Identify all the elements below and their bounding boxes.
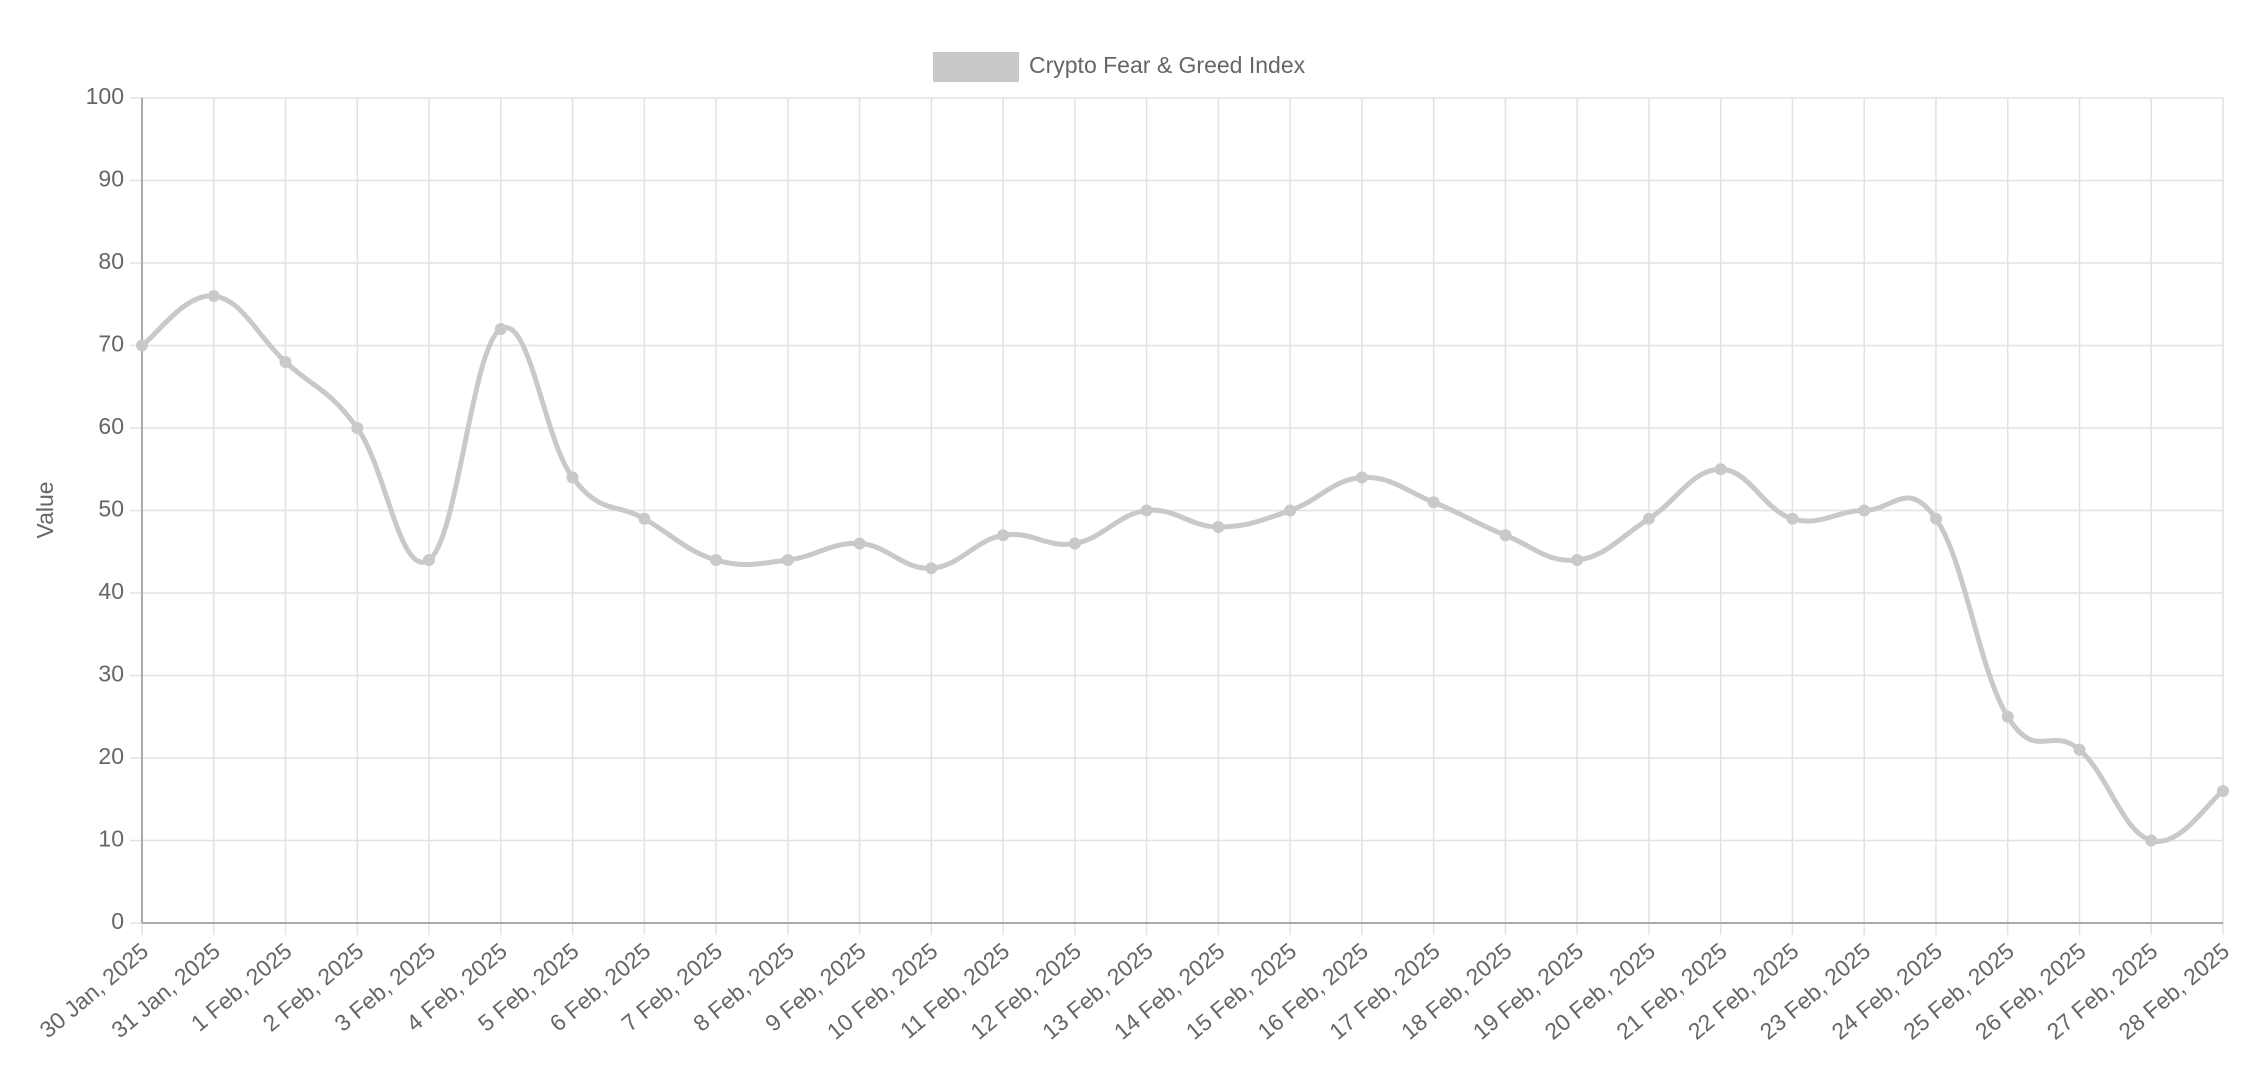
point — [1284, 504, 1297, 517]
point — [1427, 496, 1440, 509]
y-tick-label: 20 — [98, 743, 124, 769]
y-tick-label: 40 — [98, 578, 124, 604]
y-tick-label: 80 — [98, 248, 124, 274]
point — [1212, 521, 1225, 533]
point — [2217, 785, 2229, 797]
point — [351, 422, 364, 434]
point — [781, 554, 794, 566]
y-tick-label: 50 — [98, 496, 124, 522]
point — [638, 512, 651, 525]
y-tick-label: 0 — [111, 908, 124, 934]
point — [1571, 554, 1584, 566]
point — [2145, 834, 2158, 847]
y-tick-label: 60 — [98, 413, 124, 439]
point — [1140, 504, 1153, 517]
point — [2073, 743, 2086, 756]
legend-swatch — [933, 52, 1019, 82]
point — [423, 554, 436, 566]
point — [853, 537, 866, 550]
y-tick-label: 10 — [98, 826, 124, 852]
point — [1858, 504, 1871, 517]
point — [207, 290, 220, 302]
point — [136, 339, 148, 352]
point — [710, 554, 723, 566]
line — [140, 293, 2225, 844]
point — [494, 323, 507, 335]
point — [2001, 710, 2014, 723]
y-tick-label: 100 — [86, 83, 124, 109]
point — [279, 356, 292, 368]
legend-label: Crypto Fear & Greed Index — [1029, 52, 1306, 78]
point — [1355, 471, 1368, 484]
y-axis-label: Value — [32, 481, 58, 538]
point — [1499, 529, 1512, 542]
point — [566, 471, 579, 484]
y-tick-label: 70 — [98, 331, 124, 357]
point — [1714, 463, 1727, 476]
point — [1786, 512, 1799, 525]
point — [1929, 512, 1942, 525]
point — [1642, 512, 1655, 525]
point — [925, 562, 938, 575]
point — [997, 529, 1010, 542]
y-tick-label: 90 — [98, 166, 124, 192]
point — [1068, 537, 1081, 550]
y-tick-label: 30 — [98, 661, 124, 687]
